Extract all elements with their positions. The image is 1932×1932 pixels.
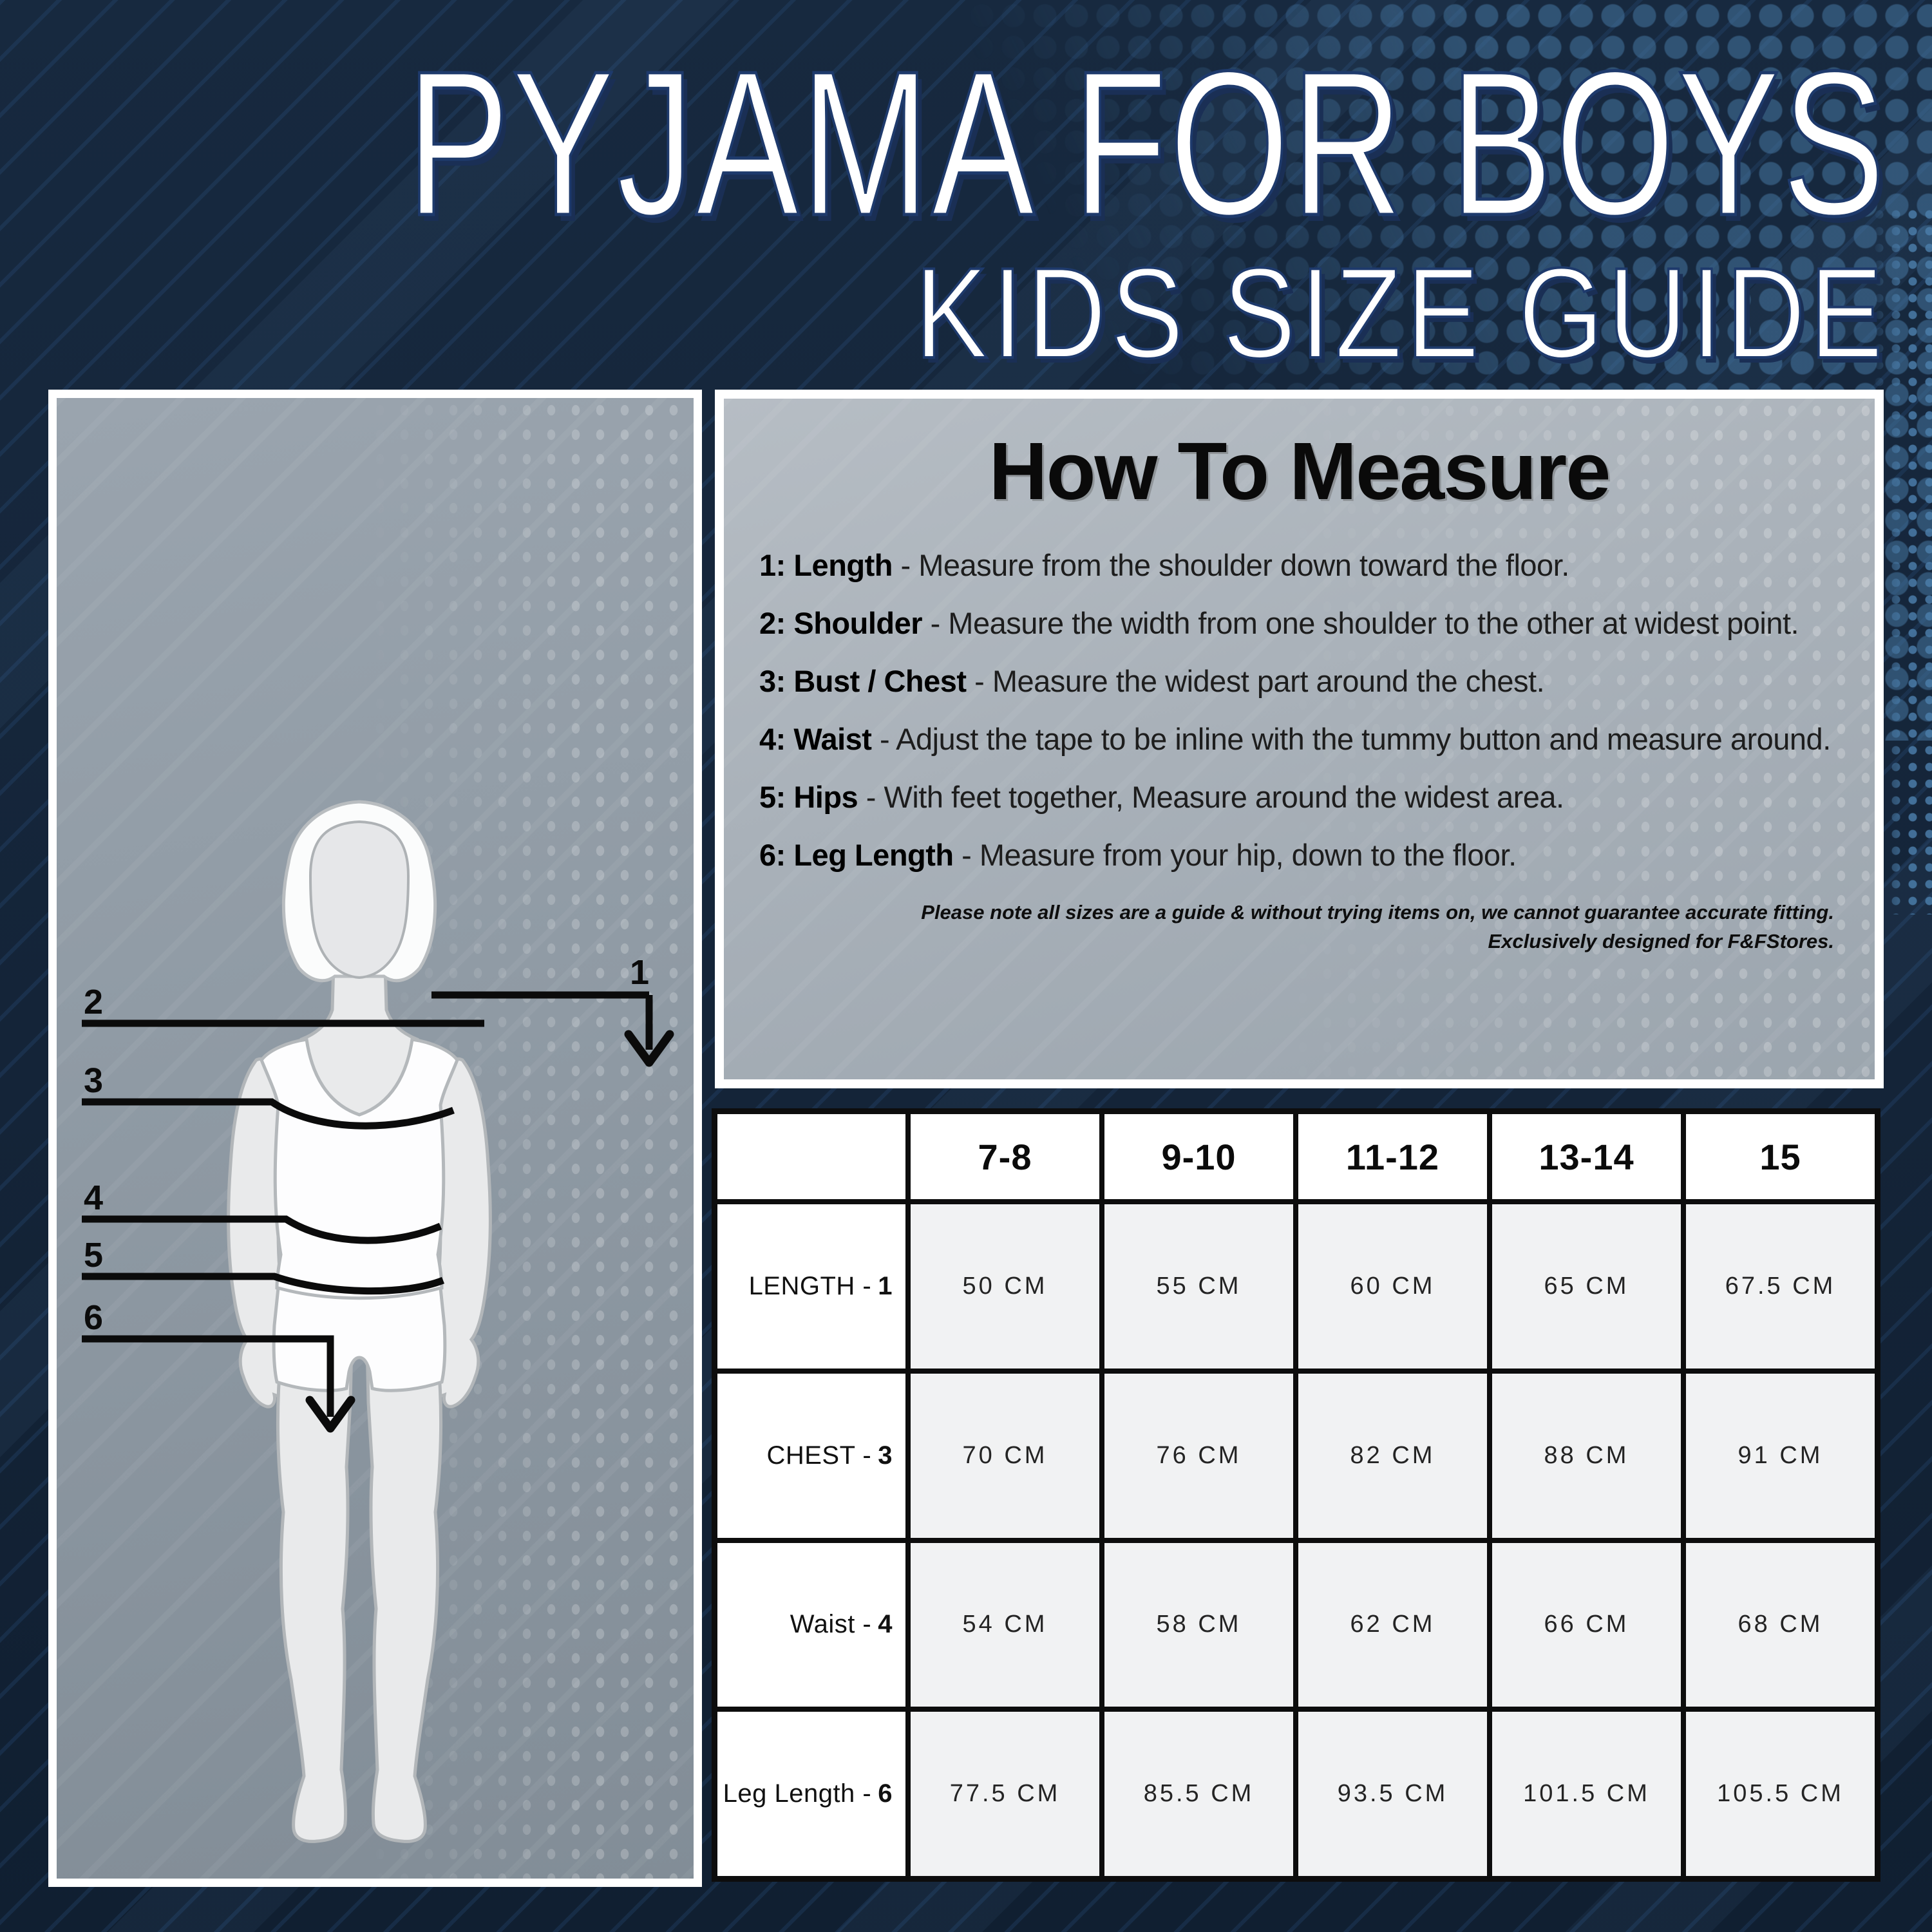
measure-label-1: 1 xyxy=(630,953,649,992)
measure-instruction-waist: 4: Waist - Adjust the tape to be inline … xyxy=(759,722,1831,756)
measure-arrow-6 xyxy=(305,1396,355,1433)
table-row-label-length: LENGTH - 1 xyxy=(717,1204,905,1368)
table-header-size-9-10: 9-10 xyxy=(1104,1114,1293,1199)
table-value: 60 CM xyxy=(1298,1204,1487,1368)
measure-arrow-1 xyxy=(624,1030,674,1067)
table-value: 54 CM xyxy=(911,1542,1099,1707)
measure-instruction-length: 1: Length - Measure from the shoulder do… xyxy=(759,548,1569,582)
table-value: 85.5 CM xyxy=(1104,1712,1293,1876)
table-header-size-15: 15 xyxy=(1686,1114,1875,1199)
table-value: 68 CM xyxy=(1686,1542,1875,1707)
measure-line-3 xyxy=(82,1098,455,1130)
how-to-measure-panel: How To Measure 1: Length - Measure from … xyxy=(715,390,1884,1088)
measure-label-5: 5 xyxy=(84,1236,103,1274)
measure-label-6: 6 xyxy=(84,1298,103,1337)
table-header-size-7-8: 7-8 xyxy=(911,1114,1099,1199)
table-header-size-11-12: 11-12 xyxy=(1298,1114,1487,1199)
table-value: 82 CM xyxy=(1298,1373,1487,1538)
figure-right-leg xyxy=(365,1343,443,1843)
figure-face xyxy=(308,820,410,980)
howto-panel-background: How To Measure 1: Length - Measure from … xyxy=(724,399,1875,1079)
table-value: 70 CM xyxy=(911,1373,1099,1538)
table-value: 77.5 CM xyxy=(911,1712,1099,1876)
measure-line-4 xyxy=(82,1215,442,1244)
size-table: 7-8 9-10 11-12 13-14 15 LENGTH - 1 50 CM… xyxy=(712,1108,1880,1882)
page-subtitle: KIDS SIZE GUIDE xyxy=(914,242,1887,385)
sizing-disclaimer-note: Please note all sizes are a guide & with… xyxy=(921,901,1834,952)
table-value: 88 CM xyxy=(1492,1373,1681,1538)
figure-shorts xyxy=(272,1285,447,1392)
table-row-label-waist: Waist - 4 xyxy=(717,1542,905,1707)
measure-label-2: 2 xyxy=(84,983,103,1021)
figure-panel-background: 1 2 3 4 5 6 xyxy=(57,398,694,1879)
table-row-label-leg-length: Leg Length - 6 xyxy=(717,1712,905,1876)
measure-label-3: 3 xyxy=(84,1061,103,1100)
panel-dots-overlay xyxy=(1242,399,1875,1079)
how-to-measure-heading: How To Measure xyxy=(989,426,1611,516)
measure-instruction-chest: 3: Bust / Chest - Measure the widest par… xyxy=(759,664,1545,698)
measure-instruction-shoulder: 2: Shoulder - Measure the width from one… xyxy=(759,606,1799,640)
measure-line-1 xyxy=(431,991,653,1050)
measure-label-4: 4 xyxy=(84,1179,103,1217)
table-value: 50 CM xyxy=(911,1204,1099,1368)
measure-instruction-leg-length: 6: Leg Length - Measure from your hip, d… xyxy=(759,838,1517,872)
boy-silhouette-diagram: 1 2 3 4 5 6 xyxy=(82,800,674,1843)
table-header-size-13-14: 13-14 xyxy=(1492,1114,1681,1199)
table-value: 62 CM xyxy=(1298,1542,1487,1707)
table-value: 76 CM xyxy=(1104,1373,1293,1538)
measure-line-5 xyxy=(82,1273,445,1295)
table-value: 93.5 CM xyxy=(1298,1712,1487,1876)
panel-stripes-overlay xyxy=(724,399,1875,1079)
figure-left-leg xyxy=(276,1343,354,1843)
table-value: 66 CM xyxy=(1492,1542,1681,1707)
measurement-figure-panel: 1 2 3 4 5 6 xyxy=(48,390,702,1887)
title-block: PYJAMA FOR BOYS KIDS SIZE GUIDE xyxy=(0,28,1887,385)
table-value: 55 CM xyxy=(1104,1204,1293,1368)
table-value: 67.5 CM xyxy=(1686,1204,1875,1368)
table-row-label-chest: CHEST - 3 xyxy=(717,1373,905,1538)
measure-instruction-hips: 5: Hips - With feet together, Measure ar… xyxy=(759,780,1564,814)
table-value: 91 CM xyxy=(1686,1373,1875,1538)
table-value: 58 CM xyxy=(1104,1542,1293,1707)
table-corner-cell xyxy=(717,1114,905,1199)
measure-line-6 xyxy=(82,1335,334,1417)
table-value: 65 CM xyxy=(1492,1204,1681,1368)
how-to-measure-list: 1: Length - Measure from the shoulder do… xyxy=(759,545,1839,876)
table-value: 105.5 CM xyxy=(1686,1712,1875,1876)
page-title: PYJAMA FOR BOYS xyxy=(405,28,1887,258)
table-value: 101.5 CM xyxy=(1492,1712,1681,1876)
